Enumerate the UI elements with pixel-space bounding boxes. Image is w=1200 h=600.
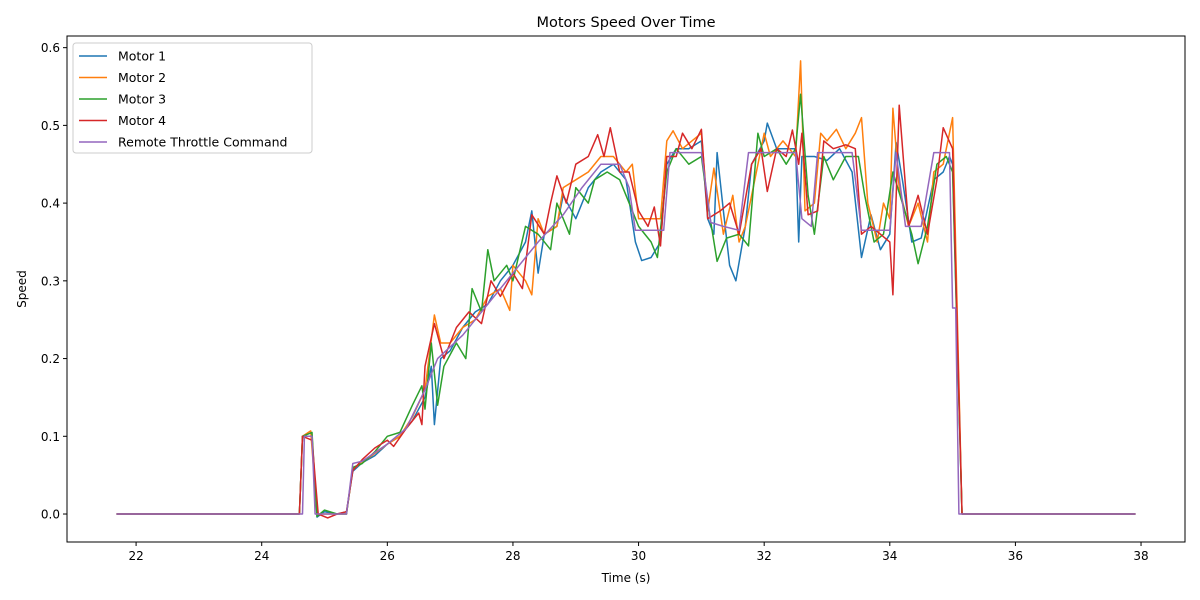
- x-tick-label: 30: [631, 549, 646, 563]
- x-tick-label: 22: [128, 549, 143, 563]
- legend-label-motor-1: Motor 1: [118, 49, 166, 64]
- x-tick-label: 32: [757, 549, 772, 563]
- x-tick-label: 28: [505, 549, 520, 563]
- legend-frame: [72, 42, 313, 154]
- y-tick-label: 0.4: [41, 197, 60, 211]
- x-tick-label: 38: [1133, 549, 1148, 563]
- x-tick-label: 24: [254, 549, 269, 563]
- y-tick-label: 0.3: [41, 274, 60, 288]
- y-tick-label: 0.0: [41, 508, 60, 522]
- x-tick-label: 34: [882, 549, 897, 563]
- x-tick-label: 26: [380, 549, 395, 563]
- series-layer: [116, 60, 1136, 519]
- legend: Motor 1 Motor 2 Motor 3 Motor 4 Remote Throt…: [72, 42, 313, 154]
- chart-title: Motors Speed Over Time: [536, 15, 715, 31]
- series-line-motor-3: [116, 93, 1136, 518]
- y-tick-label: 0.6: [41, 41, 60, 55]
- series-line-remote-throttle-command: [116, 151, 1136, 515]
- y-axis-label: Speed: [15, 270, 29, 308]
- legend-label-remote-throttle-command: Remote Throttle Command: [118, 135, 287, 150]
- x-axis-label: Time (s): [601, 571, 651, 585]
- ticks-layer: 22 24 26 28 30 32 34 36 38 0.0 0.1 0.2 0.3 0.4 0.5 0.6: [41, 41, 1149, 563]
- legend-label-motor-4: Motor 4: [118, 113, 166, 128]
- legend-label-motor-2: Motor 2: [118, 70, 166, 85]
- y-tick-label: 0.1: [41, 430, 60, 444]
- y-tick-label: 0.5: [41, 119, 60, 133]
- legend-label-motor-3: Motor 3: [118, 92, 166, 107]
- x-tick-label: 36: [1008, 549, 1023, 563]
- plot-area-frame: [66, 35, 1186, 543]
- y-tick-label: 0.2: [41, 352, 60, 366]
